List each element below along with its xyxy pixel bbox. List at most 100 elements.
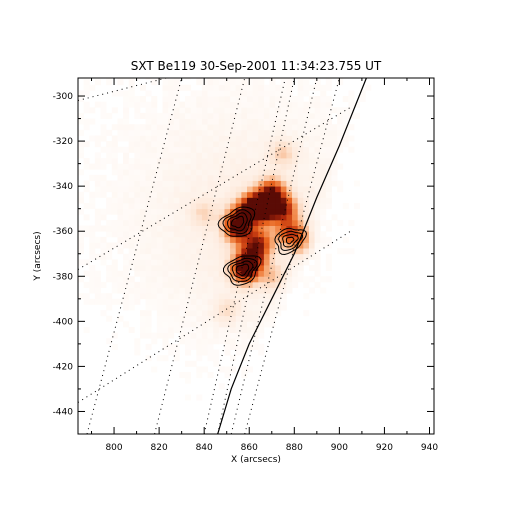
intensity-pixel xyxy=(185,186,192,193)
intensity-pixel xyxy=(89,84,96,91)
intensity-pixel xyxy=(337,107,344,114)
intensity-pixel xyxy=(207,265,214,272)
intensity-pixel xyxy=(325,129,332,136)
intensity-pixel xyxy=(241,355,248,362)
intensity-pixel xyxy=(185,298,192,305)
intensity-pixel xyxy=(190,326,197,333)
intensity-pixel xyxy=(280,248,287,255)
intensity-pixel xyxy=(134,135,141,142)
intensity-pixel xyxy=(94,157,101,165)
intensity-pixel xyxy=(151,236,158,243)
intensity-pixel xyxy=(263,118,270,125)
intensity-pixel xyxy=(179,315,186,322)
intensity-pixel xyxy=(325,265,332,272)
intensity-pixel xyxy=(156,157,163,165)
intensity-pixel xyxy=(213,101,220,108)
intensity-pixel xyxy=(263,146,270,153)
intensity-pixel xyxy=(185,180,192,187)
intensity-pixel xyxy=(78,231,85,238)
intensity-pixel xyxy=(134,231,141,238)
intensity-pixel xyxy=(201,96,208,103)
intensity-pixel xyxy=(241,197,248,204)
intensity-pixel xyxy=(117,248,124,255)
intensity-pixel xyxy=(297,231,304,238)
intensity-pixel xyxy=(230,79,237,86)
intensity-pixel xyxy=(263,157,270,165)
intensity-pixel xyxy=(308,180,315,187)
intensity-pixel xyxy=(111,203,118,210)
intensity-pixel xyxy=(275,118,282,125)
intensity-pixel xyxy=(252,163,259,170)
intensity-pixel xyxy=(213,157,220,165)
intensity-pixel xyxy=(162,186,169,193)
intensity-pixel xyxy=(252,124,259,131)
intensity-pixel xyxy=(269,298,276,305)
intensity-pixel xyxy=(275,157,282,165)
intensity-pixel xyxy=(134,287,141,294)
intensity-pixel xyxy=(151,248,158,255)
intensity-pixel xyxy=(117,298,124,305)
intensity-pixel xyxy=(252,287,259,294)
intensity-pixel xyxy=(224,225,231,232)
intensity-pixel xyxy=(179,141,186,148)
intensity-pixel xyxy=(235,135,242,142)
intensity-pixel xyxy=(179,214,186,221)
intensity-pixel xyxy=(286,197,293,204)
intensity-pixel xyxy=(190,310,197,317)
intensity-pixel xyxy=(280,163,287,170)
intensity-pixel xyxy=(83,180,90,187)
intensity-pixel xyxy=(213,355,220,362)
intensity-pixel xyxy=(89,242,96,249)
intensity-pixel xyxy=(314,236,321,243)
intensity-pixel xyxy=(123,152,130,159)
intensity-pixel xyxy=(168,118,175,125)
intensity-pixel xyxy=(213,180,220,187)
intensity-pixel xyxy=(173,157,180,165)
intensity-pixel xyxy=(139,248,146,255)
intensity-pixel xyxy=(151,293,158,300)
intensity-pixel xyxy=(78,259,85,266)
intensity-pixel xyxy=(224,349,231,356)
intensity-pixel xyxy=(303,118,310,125)
intensity-pixel xyxy=(297,265,304,272)
intensity-pixel xyxy=(139,197,146,204)
intensity-pixel xyxy=(297,253,304,260)
intensity-pixel xyxy=(78,90,85,97)
intensity-pixel xyxy=(269,107,276,114)
intensity-pixel xyxy=(218,203,225,210)
intensity-pixel xyxy=(252,186,259,193)
intensity-pixel xyxy=(173,208,180,215)
intensity-pixel xyxy=(292,174,299,181)
intensity-pixel xyxy=(314,253,321,260)
intensity-pixel xyxy=(168,225,175,232)
intensity-pixel xyxy=(246,146,254,153)
intensity-pixel xyxy=(280,157,287,165)
intensity-pixel xyxy=(218,146,225,153)
intensity-pixel xyxy=(94,101,101,108)
intensity-pixel xyxy=(269,146,276,153)
intensity-pixel xyxy=(213,186,220,193)
intensity-pixel xyxy=(173,152,180,159)
intensity-pixel xyxy=(286,79,293,86)
intensity-pixel xyxy=(190,203,197,210)
intensity-pixel xyxy=(252,276,259,283)
intensity-pixel xyxy=(128,174,135,181)
intensity-pixel xyxy=(286,191,293,198)
intensity-pixel xyxy=(139,152,146,159)
intensity-pixel xyxy=(263,90,270,97)
intensity-pixel xyxy=(201,225,208,232)
intensity-pixel xyxy=(173,186,180,193)
intensity-pixel xyxy=(269,315,276,322)
intensity-pixel xyxy=(145,265,152,272)
intensity-pixel xyxy=(252,180,259,187)
intensity-pixel xyxy=(275,174,282,181)
intensity-pixel xyxy=(286,146,293,153)
intensity-pixel xyxy=(297,96,304,103)
intensity-pixel xyxy=(337,129,344,136)
intensity-pixel xyxy=(303,112,310,119)
intensity-pixel xyxy=(168,287,175,294)
intensity-pixel xyxy=(117,163,124,170)
intensity-pixel xyxy=(123,276,130,283)
intensity-pixel xyxy=(213,259,220,266)
intensity-pixel xyxy=(201,101,208,108)
